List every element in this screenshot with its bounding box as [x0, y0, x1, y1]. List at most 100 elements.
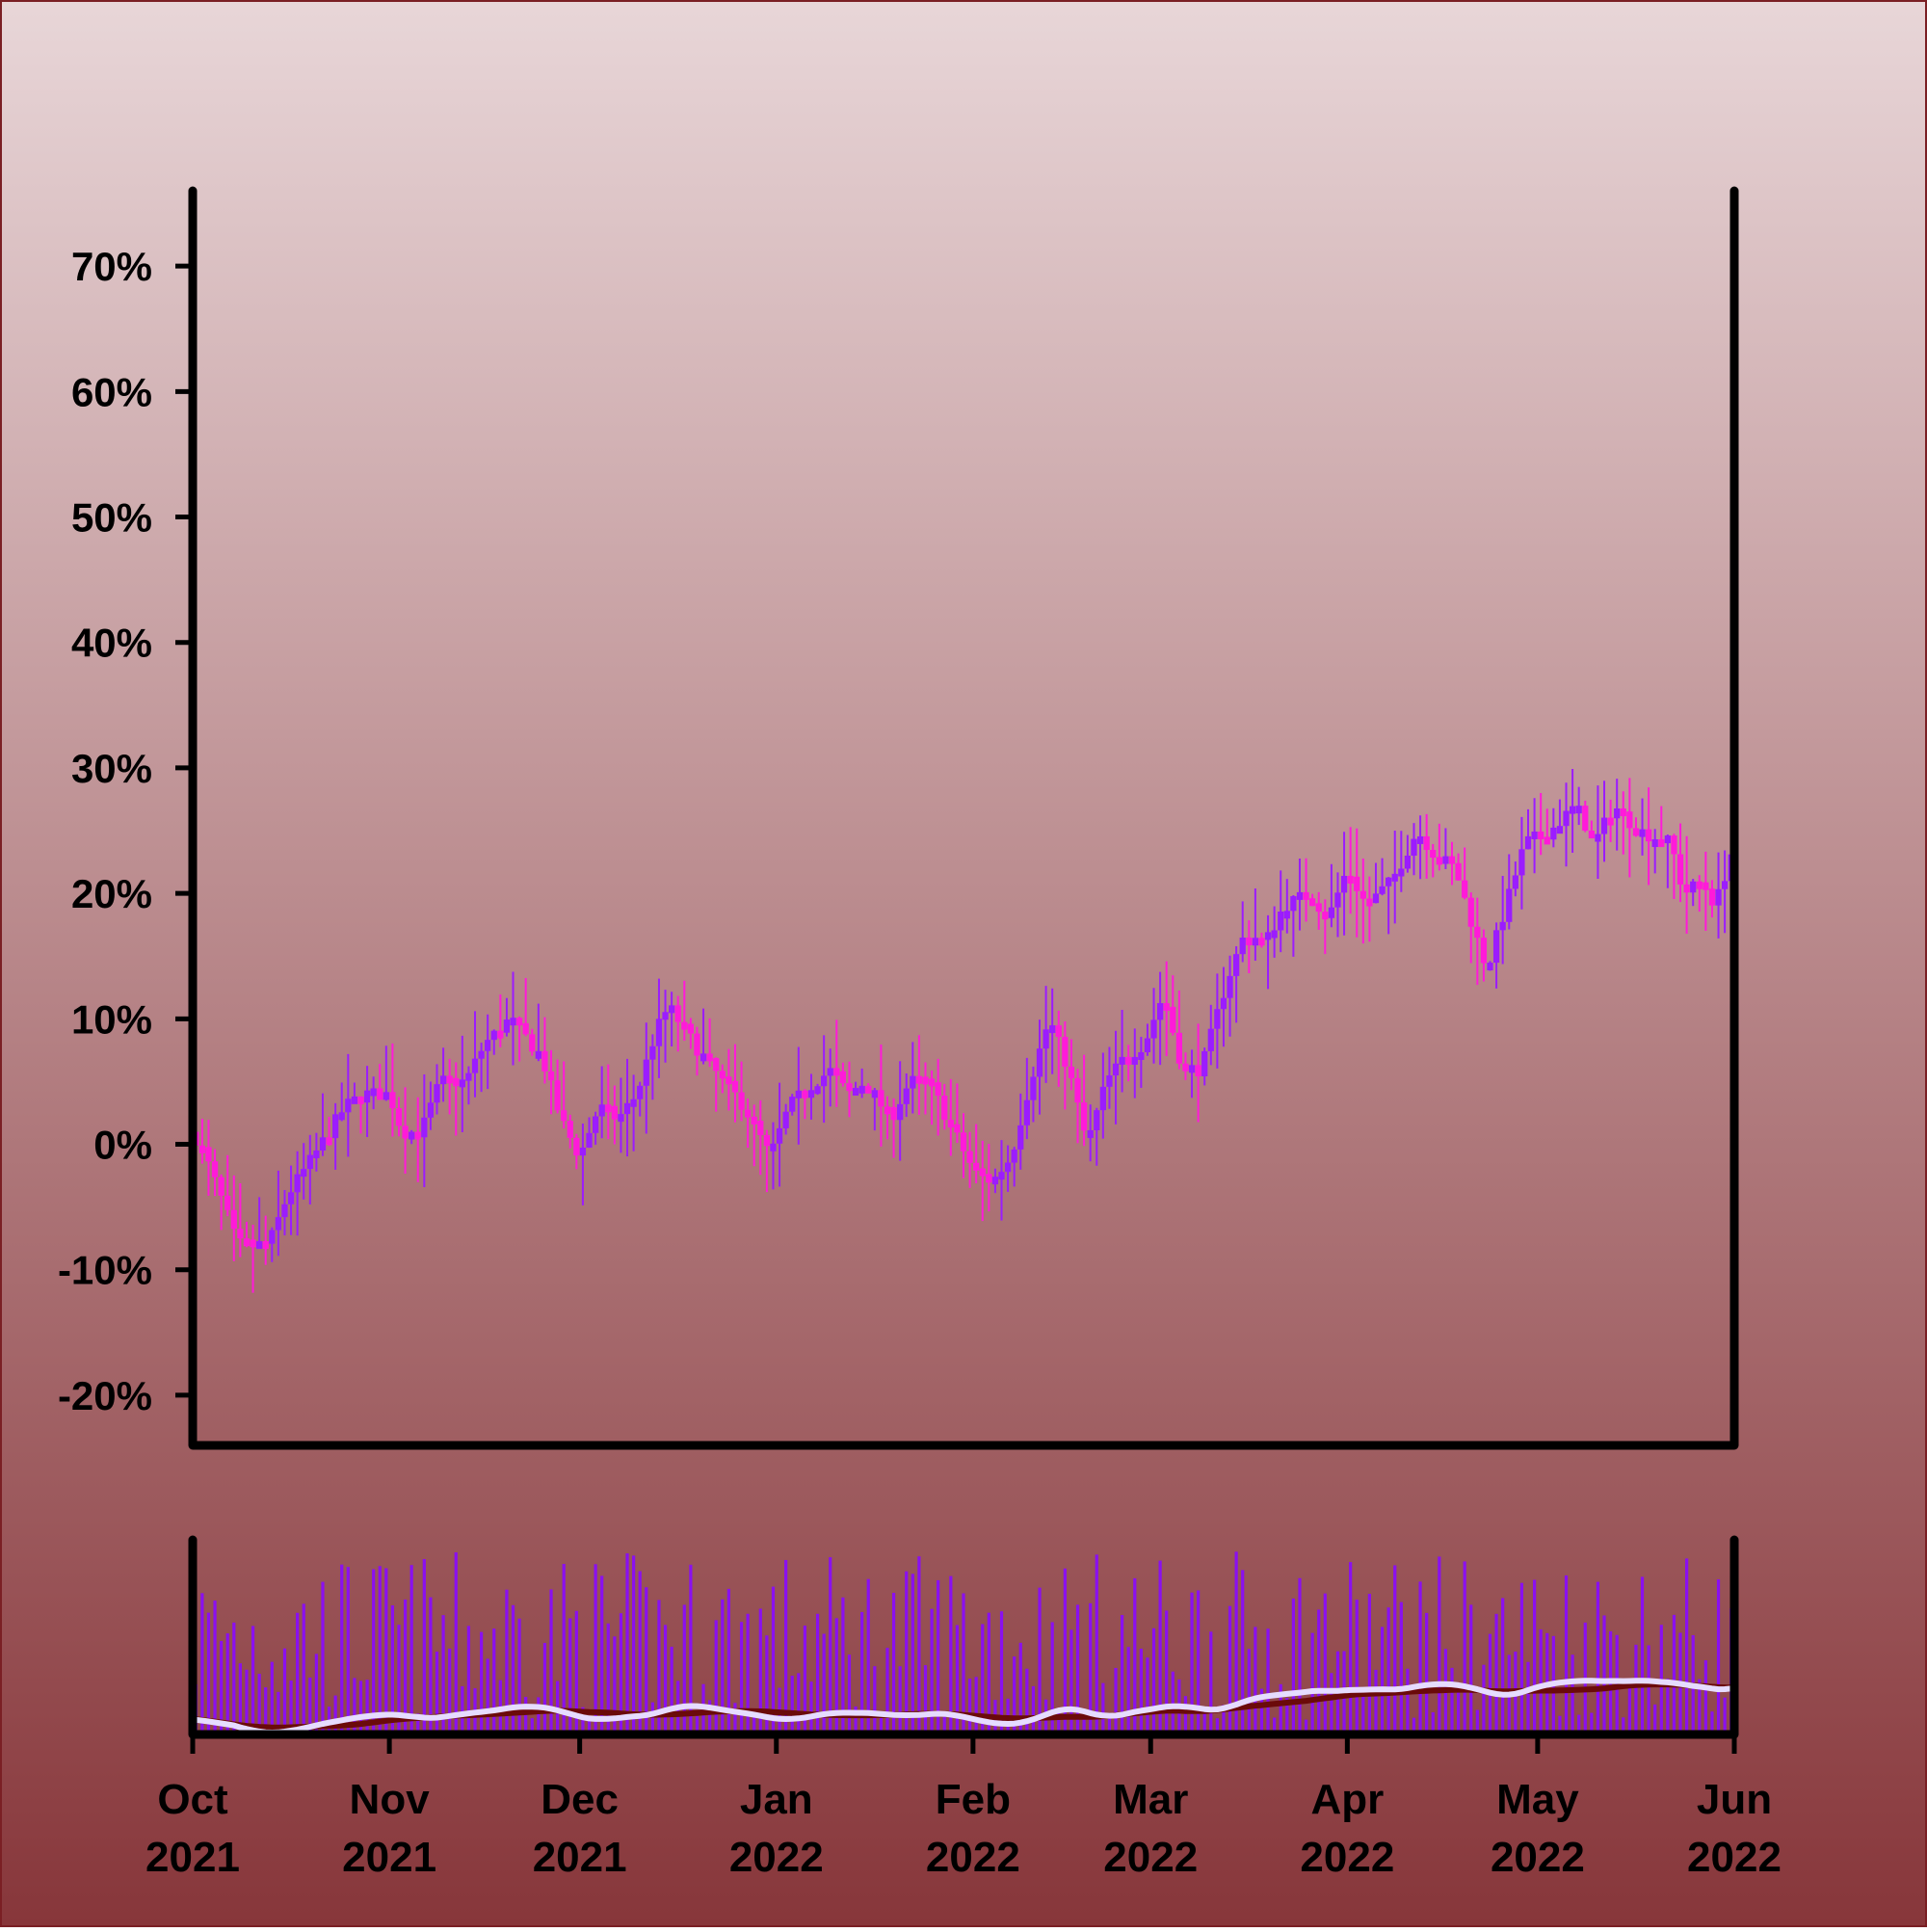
- volume-bar: [1425, 1612, 1429, 1734]
- volume-bar: [790, 1676, 794, 1734]
- volume-bar: [1374, 1669, 1378, 1734]
- volume-bar: [1703, 1660, 1707, 1734]
- volume-bar: [1273, 1717, 1277, 1734]
- volume-bar: [1310, 1632, 1314, 1734]
- volume-bar: [422, 1558, 426, 1734]
- candle-body: [1492, 930, 1500, 964]
- volume-bar: [486, 1658, 489, 1734]
- volume-panel-frame: [188, 1535, 1739, 1739]
- volume-bar: [220, 1641, 224, 1734]
- y-tick-label: 10%: [71, 996, 152, 1042]
- candle-body: [598, 1104, 605, 1117]
- volume-bar: [1469, 1604, 1473, 1734]
- volume-bar: [384, 1568, 388, 1734]
- candle-body: [383, 1092, 389, 1100]
- candle-body: [687, 1023, 694, 1034]
- volume-bar: [758, 1608, 762, 1734]
- candle-body: [313, 1150, 320, 1158]
- candle-body: [1671, 835, 1677, 855]
- candle-body: [554, 1080, 561, 1111]
- candle-body: [1620, 808, 1626, 817]
- x-tick-label-year: 2022: [729, 1834, 824, 1881]
- candle-body: [1074, 1077, 1081, 1103]
- volume-bar: [1640, 1576, 1645, 1734]
- volume-bar: [682, 1604, 686, 1734]
- candle-body: [1227, 975, 1233, 998]
- candle-body: [1436, 857, 1442, 865]
- volume-bar: [466, 1626, 471, 1734]
- candle-body: [763, 1135, 771, 1147]
- candle-body: [966, 1151, 973, 1163]
- candle-body: [1138, 1052, 1145, 1061]
- candle-body: [713, 1058, 720, 1072]
- volume-bar: [225, 1633, 229, 1734]
- volume-bar: [1215, 1718, 1219, 1734]
- candle-body: [1239, 938, 1246, 955]
- volume-bar: [841, 1597, 845, 1734]
- candle-body: [1150, 1019, 1157, 1039]
- volume-bar: [1304, 1719, 1308, 1734]
- volume-bar: [1482, 1664, 1486, 1734]
- candle-body: [839, 1071, 847, 1084]
- volume-bar: [632, 1555, 636, 1734]
- volume-bar: [1488, 1633, 1492, 1734]
- candle-body: [915, 1075, 923, 1084]
- volume-bar: [606, 1623, 610, 1734]
- candle-body: [649, 1045, 656, 1060]
- volume-bar: [930, 1608, 934, 1734]
- candle-body: [1690, 881, 1697, 893]
- volume-bar: [372, 1569, 376, 1734]
- volume-bar: [409, 1565, 413, 1734]
- volume-bar: [1126, 1647, 1130, 1734]
- volume-bar: [1564, 1575, 1569, 1734]
- candle-body: [623, 1102, 631, 1115]
- volume-bar: [340, 1564, 344, 1734]
- candle-body: [1207, 1028, 1214, 1051]
- x-tick-label-year: 2022: [1687, 1834, 1782, 1881]
- candle-body: [1036, 1048, 1043, 1077]
- volume-bar: [1634, 1644, 1638, 1734]
- candle-body: [1278, 911, 1284, 931]
- volume-bar: [1069, 1629, 1073, 1734]
- volume-bar: [441, 1615, 445, 1734]
- candle-body: [256, 1241, 263, 1250]
- candle-body: [1188, 1065, 1196, 1073]
- candle-body: [694, 1033, 700, 1056]
- volume-bar: [879, 1717, 884, 1734]
- candle-body: [1404, 855, 1412, 869]
- volume-bar: [726, 1588, 730, 1734]
- candle-body: [1531, 831, 1538, 839]
- volume-panel: Oct 2021 Nov 2021 Dec 2021 Jan 2022 Feb 2022 Mar 20…: [145, 1535, 1782, 1881]
- candle-body: [1607, 817, 1614, 826]
- volume-bar: [1139, 1648, 1143, 1734]
- candle-body: [439, 1075, 447, 1085]
- volume-bar: [815, 1613, 820, 1734]
- candle-body: [1626, 811, 1633, 829]
- volume-bar: [619, 1613, 623, 1734]
- candle-body: [1366, 898, 1373, 907]
- candle-body: [706, 1053, 713, 1062]
- candle-body: [814, 1086, 821, 1095]
- candle-body: [1538, 831, 1544, 839]
- candle-body: [1506, 888, 1513, 922]
- candle-body: [960, 1132, 967, 1151]
- candle-body: [1575, 806, 1582, 814]
- volume-bar: [695, 1716, 700, 1734]
- candle-body: [471, 1058, 479, 1073]
- candle-body: [1442, 856, 1449, 864]
- volume-bar: [1666, 1679, 1670, 1734]
- candle-body: [1347, 875, 1354, 884]
- volume-bar: [1241, 1570, 1245, 1734]
- candle-body: [363, 1090, 371, 1103]
- volume-bar: [1501, 1598, 1505, 1734]
- volume-bar: [1323, 1593, 1327, 1734]
- y-tick-label: 0%: [93, 1123, 152, 1168]
- volume-bar: [1653, 1704, 1657, 1734]
- candle-body: [681, 1021, 688, 1030]
- volume-bar: [981, 1624, 985, 1734]
- volume-bar: [257, 1673, 261, 1734]
- volume-bar: [911, 1574, 914, 1734]
- candle-body: [1011, 1149, 1017, 1163]
- volume-bar: [461, 1685, 464, 1734]
- volume-bar: [809, 1681, 813, 1734]
